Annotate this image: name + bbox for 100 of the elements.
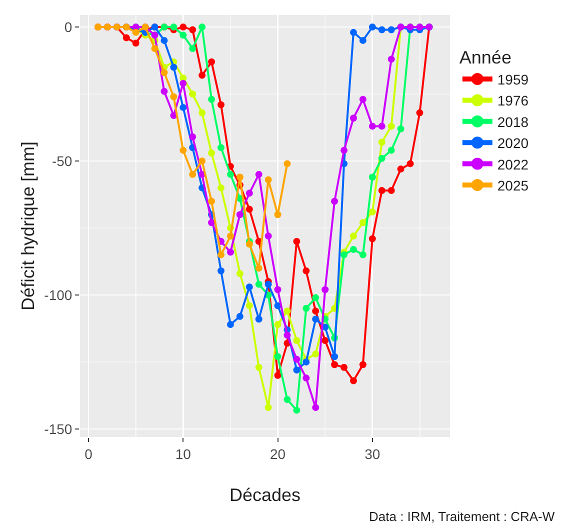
point [312,316,320,323]
point [189,90,196,98]
point [180,80,187,87]
point [151,44,158,52]
point [246,206,253,213]
point [388,187,395,194]
point [274,286,282,294]
point [331,361,338,368]
point [189,44,196,52]
point [255,364,262,371]
point [368,24,376,31]
point [246,302,253,310]
point [293,356,300,363]
point [340,146,348,154]
point [388,122,395,130]
point [198,109,206,116]
point [246,240,253,248]
point [226,232,234,240]
point [255,170,262,178]
point [170,64,178,71]
point [378,138,386,146]
point [218,144,224,152]
point [170,24,178,31]
point [208,198,216,205]
point [416,109,424,116]
point [236,270,244,278]
point [350,377,357,384]
text: Data : IRM, Traitement : CRA-W [369,509,556,524]
point [274,211,282,218]
y-tick-label: -50 [52,152,72,169]
point [218,184,224,192]
point [397,125,404,132]
point [132,28,140,36]
point [208,58,216,66]
point [359,96,366,103]
x-tick-label: 0 [84,446,93,462]
legend-label: 2025 [497,177,529,194]
legend-label: 2020 [497,135,529,152]
point [368,174,376,181]
point [388,26,395,34]
point [180,24,187,31]
point [388,146,395,154]
point [208,149,216,156]
point [284,396,291,403]
point [198,24,206,31]
point [368,208,376,216]
point [312,294,320,302]
point [293,366,300,374]
point [208,219,216,226]
point [359,36,366,44]
point [246,283,253,290]
point [189,26,196,34]
legend-title: Année [459,47,512,68]
point [406,160,414,168]
point [255,280,262,288]
point [255,264,262,272]
point [340,251,348,258]
point [180,32,187,39]
point [284,332,291,339]
point [322,337,329,344]
point [218,251,224,258]
point [274,353,282,360]
point [255,316,262,323]
point [359,361,366,368]
point [264,280,272,288]
point [378,187,386,194]
point [340,364,348,371]
point [302,267,310,274]
point [378,122,386,130]
point [236,211,244,218]
point [226,170,234,178]
point [236,312,244,320]
point [378,154,386,162]
y-tick-label: -100 [44,286,72,303]
point [388,56,395,63]
point [180,104,187,111]
point [122,34,130,42]
point [302,374,310,382]
point [180,146,187,154]
point [368,235,376,242]
point [208,96,216,103]
point [397,166,404,173]
y-tick-label: 0 [64,18,72,35]
point [293,238,300,245]
point [284,160,291,168]
x-tick-label: 30 [364,446,380,462]
point [274,372,282,379]
point [218,101,224,108]
point [312,350,320,358]
point [189,133,196,140]
point [226,320,234,328]
x-tick-label: 10 [175,446,192,462]
point [226,248,234,256]
point [198,158,206,165]
x-tick-label: 20 [270,446,286,462]
legend-label: 1976 [497,92,529,109]
point [236,174,244,181]
point [264,176,272,184]
point [264,232,272,240]
point [218,267,224,274]
